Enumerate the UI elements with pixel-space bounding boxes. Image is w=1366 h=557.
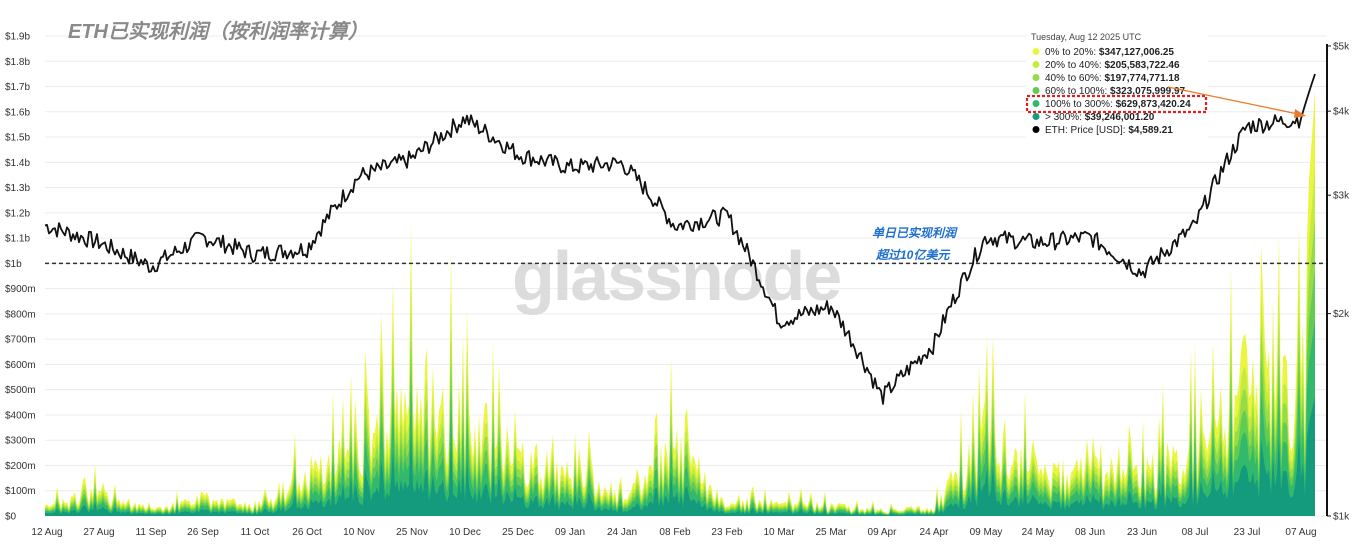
y-left-tick-label: $600m <box>5 360 36 371</box>
x-tick-label: 09 Apr <box>868 527 898 538</box>
profit-areas <box>45 90 1315 516</box>
tooltip-row: 60% to 100%: $323,075,999.97 <box>1045 86 1186 97</box>
y-left-tick-label: $400m <box>5 410 36 421</box>
x-tick-label: 10 Nov <box>343 527 375 538</box>
watermark-text: glassnode <box>512 237 840 315</box>
y-left-tick-label: $1.4b <box>5 158 30 169</box>
eth-price-line <box>44 73 1316 405</box>
x-tick-label: 23 Jul <box>1234 527 1261 538</box>
profit-band-1 <box>45 320 1315 516</box>
annotation-line-1: 单日已实现利润 <box>872 226 958 240</box>
x-tick-label: 11 Sep <box>136 527 167 538</box>
tooltip-row: ETH: Price [USD]: $4,589.21 <box>1045 125 1173 136</box>
y-axis-right: $1k $2k $3k $4k $5k <box>1327 42 1350 523</box>
y-axis-left: $0 $100m $200m $300m $400m $500m $600m $700m $80… <box>5 32 36 523</box>
tooltip-highlight-box <box>1025 94 1208 114</box>
y-left-tick-label: $1b <box>5 259 22 270</box>
x-tick-label: 26 Sep <box>187 527 219 538</box>
y-right-tick-label: $5k <box>1333 42 1350 53</box>
tooltip-row-value: $347,127,006.25 <box>1099 47 1175 58</box>
x-tick-label: 08 Feb <box>659 527 691 538</box>
x-tick-label: 24 May <box>1022 527 1055 538</box>
x-tick-label: 08 Jun <box>1075 527 1105 538</box>
y-left-tick-label: $0 <box>5 512 17 523</box>
y-left-tick-label: $500m <box>5 385 36 396</box>
tooltip-row-value: $4,589.21 <box>1128 125 1173 136</box>
y-right-tick-label: $4k <box>1333 107 1350 118</box>
pointer-arrow <box>1167 86 1306 118</box>
chart-title: ETH已实现利润（按利润率计算） <box>68 20 368 43</box>
x-tick-label: 25 Mar <box>815 527 847 538</box>
x-axis: 12 Aug 27 Aug 11 Sep 26 Sep 11 Oct 26 Oct 10 N… <box>31 527 1316 538</box>
tooltip-row-value: $205,583,722.46 <box>1104 60 1180 71</box>
tooltip-row: 40% to 60%: $197,774,771.18 <box>1045 73 1180 84</box>
tooltip-row-value: $629,873,420.24 <box>1116 99 1192 110</box>
x-tick-label: 27 Aug <box>83 527 114 538</box>
tooltip-row-label: 0% to 20%: <box>1045 47 1099 58</box>
tooltip-swatch <box>1032 87 1040 94</box>
x-tick-label: 23 Jun <box>1127 527 1157 538</box>
x-tick-label: 11 Oct <box>241 527 270 538</box>
x-tick-label: 23 Feb <box>711 527 743 538</box>
y-left-tick-label: $1.7b <box>5 82 30 93</box>
x-tick-label: 25 Dec <box>502 527 534 538</box>
profit-band-0 <box>45 396 1315 516</box>
tooltip-row: 0% to 20%: $347,127,006.25 <box>1045 47 1174 58</box>
y-left-tick-label: $800m <box>5 309 36 320</box>
x-tick-label: 24 Apr <box>920 527 950 538</box>
tooltip-row: > 300%: $39,246,001.20 <box>1045 112 1155 123</box>
tooltip-row-label: 100% to 300%: <box>1045 99 1116 110</box>
tooltip-row-label: > 300%: <box>1045 112 1085 123</box>
x-tick-label: 25 Nov <box>396 527 428 538</box>
x-tick-label: 10 Dec <box>449 527 481 538</box>
y-right-tick-label: $1k <box>1333 512 1350 523</box>
x-tick-label: 10 Mar <box>763 527 795 538</box>
tooltip-row-value: $323,075,999.97 <box>1110 86 1186 97</box>
tooltip-row-value: $39,246,001.20 <box>1085 112 1155 123</box>
y-left-tick-label: $1.2b <box>5 208 30 219</box>
tooltip-row: 100% to 300%: $629,873,420.24 <box>1045 99 1191 110</box>
y-left-tick-label: $300m <box>5 436 36 447</box>
tooltip-row-label: 60% to 100%: <box>1045 86 1110 97</box>
tooltip-row: 20% to 40%: $205,583,722.46 <box>1045 60 1180 71</box>
tooltip-swatch <box>1032 48 1040 55</box>
tooltip-background <box>1026 29 1208 141</box>
x-tick-label: 08 Jul <box>1182 527 1209 538</box>
y-left-tick-label: $1.8b <box>5 57 30 68</box>
tooltip-row-value: $197,774,771.18 <box>1104 73 1180 84</box>
x-tick-label: 09 May <box>970 527 1003 538</box>
y-left-tick-label: $200m <box>5 461 36 472</box>
y-left-tick-label: $1.3b <box>5 183 30 194</box>
tooltip-row-label: ETH: Price [USD]: <box>1045 125 1128 136</box>
tooltip-row-label: 20% to 40%: <box>1045 60 1104 71</box>
y-left-tick-label: $1.9b <box>5 32 30 43</box>
tooltip-swatch <box>1032 113 1040 120</box>
tooltip-row-label: 40% to 60%: <box>1045 73 1104 84</box>
x-tick-label: 09 Jan <box>555 527 585 538</box>
y-left-tick-label: $100m <box>5 486 36 497</box>
x-tick-label: 24 Jan <box>607 527 637 538</box>
tooltip-swatch <box>1032 126 1040 133</box>
y-right-tick-label: $3k <box>1333 191 1350 202</box>
tooltip-swatch <box>1032 61 1040 68</box>
tooltip: Tuesday, Aug 12 2025 UTC 0% to 20%: $347… <box>1025 29 1208 141</box>
tooltip-date: Tuesday, Aug 12 2025 UTC <box>1031 32 1142 42</box>
y-right-tick-label: $2k <box>1333 309 1350 320</box>
x-tick-label: 26 Oct <box>292 527 322 538</box>
x-tick-label: 07 Aug <box>1285 527 1316 538</box>
tooltip-swatch <box>1032 100 1040 107</box>
tooltip-swatch <box>1032 74 1040 81</box>
y-left-tick-label: $1.5b <box>5 133 30 144</box>
y-left-tick-label: $1.1b <box>5 234 30 245</box>
y-left-tick-label: $900m <box>5 284 36 295</box>
annotation-line-2: 超过10亿美元 <box>875 248 951 262</box>
y-left-tick-label: $1.6b <box>5 107 30 118</box>
annotation: 单日已实现利润 超过10亿美元 <box>872 226 958 262</box>
tooltip-rows: 0% to 20%: $347,127,006.25 20% to 40%: $2… <box>1032 47 1191 136</box>
y-left-tick-label: $700m <box>5 335 36 346</box>
x-tick-label: 12 Aug <box>31 527 62 538</box>
